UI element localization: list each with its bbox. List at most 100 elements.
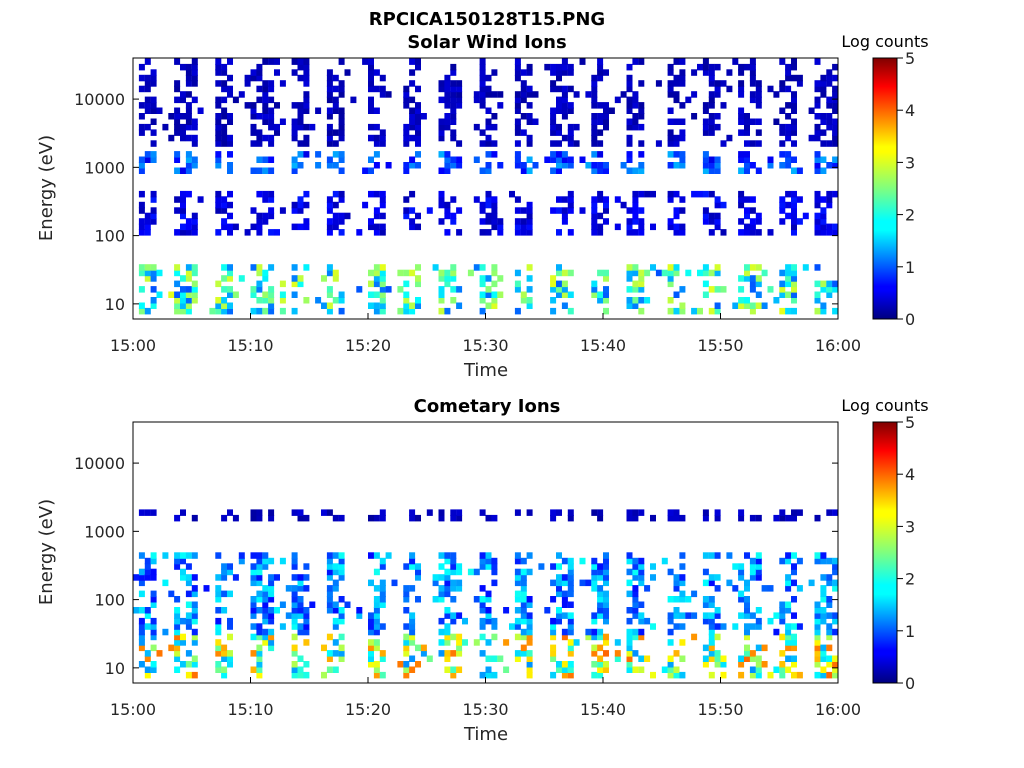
spectrogram-cell [626,80,633,87]
spectrogram-cell [191,156,198,163]
spectrogram-cell [185,80,192,87]
spectrogram-cell [526,218,533,225]
spectrogram-cell [456,162,463,169]
spectrogram-cell [385,552,392,559]
spectrogram-cell [297,140,304,147]
spectrogram-cell [814,557,821,565]
spectrogram-cell [556,63,562,71]
spectrogram-cell [755,291,762,298]
spectrogram-cell [832,134,839,142]
spectrogram-cell [814,661,821,668]
spectrogram-cell [673,596,680,603]
spectrogram-cell [820,557,827,565]
spectrogram-cell [332,212,339,220]
spectrogram-cell [279,297,286,304]
spectrogram-cell [191,80,198,87]
spectrogram-cell [597,601,604,608]
spectrogram-cell [667,118,674,125]
spectrogram-cell [744,623,750,630]
spectrogram-cell [180,223,186,231]
spectrogram-cell [138,307,145,315]
spectrogram-cell [720,229,727,236]
spectrogram-cell [332,107,339,114]
spectrogram-cell [180,639,186,646]
spectrogram-cell [591,113,598,120]
spectrogram-cell [714,212,721,220]
spectrogram-cell [268,123,275,131]
spectrogram-cell [714,655,721,662]
spectrogram-cell [250,552,257,559]
spectrogram-cell [826,612,833,619]
spectrogram-cell [250,607,257,614]
spectrogram-cell [708,123,715,131]
spectrogram-cell [702,167,709,174]
spectrogram-cell [326,291,333,298]
spectrogram-cell [274,607,280,614]
spectrogram-cell [779,514,786,522]
spectrogram-cell [597,297,604,304]
spectrogram-cell [526,568,533,576]
spectrogram-cell [221,80,228,87]
spectrogram-cell [315,107,322,114]
spectrogram-cell [174,639,181,646]
spectrogram-cell [303,661,310,668]
spectrogram-cell [180,196,186,203]
spectrogram-cell [526,617,533,625]
spectrogram-cell [673,514,680,522]
spectrogram-cell [373,269,380,277]
spectrogram-cell [697,269,703,277]
spectrogram-cell [379,275,386,282]
spectrogram-cell [826,579,833,587]
spectrogram-cell [632,509,639,516]
spectrogram-cell [785,201,792,209]
colorbar-tick-label: 5 [905,49,915,68]
spectrogram-cell [473,196,480,203]
spectrogram-cell [650,623,656,630]
spectrogram-cell [832,286,839,293]
spectrogram-cell [268,207,275,214]
spectrogram-cell [379,590,386,598]
spectrogram-cell [685,596,692,603]
spectrogram-cell [338,291,345,298]
spectrogram-cell [403,269,410,277]
spectrogram-cell [150,552,157,559]
spectrogram-cell [650,514,656,522]
spectrogram-cell [685,96,692,104]
y-tick-label: 1000 [84,522,125,541]
spectrogram-cell [697,307,703,315]
spectrogram-cell [826,102,833,109]
spectrogram-cell [403,167,410,174]
spectrogram-cell [368,650,374,657]
spectrogram-cell [291,167,298,174]
spectrogram-cell [732,302,739,309]
spectrogram-cell [409,509,416,516]
spectrogram-cell [262,102,269,109]
spectrogram-cell [268,612,275,619]
spectrogram-cell [191,607,198,614]
spectrogram-cell [185,574,192,581]
spectrogram-cell [450,264,457,271]
spectrogram-cell [749,275,756,282]
spectrogram-cell [456,612,463,619]
spectrogram-cell [514,280,521,288]
spectrogram-cell [785,633,792,641]
spectrogram-cell [338,612,345,619]
spectrogram-cell [749,69,756,76]
spectrogram-cell [379,297,386,304]
spectrogram-cell [174,644,181,652]
spectrogram-cell [708,80,715,87]
spectrogram-cell [144,151,151,158]
spectrogram-cell [174,297,181,304]
spectrogram-cell [832,509,839,516]
spectrogram-cell [438,269,445,277]
spectrogram-cell [550,63,557,71]
spectrogram-cell [526,275,533,282]
spectrogram-cell [714,612,721,619]
spectrogram-cell [702,58,709,65]
spectrogram-cell [473,596,480,603]
spectrogram-cell [379,140,386,147]
spectrogram-cell [626,140,633,147]
colorbar-tick-label: 0 [905,310,915,329]
spectrogram-cell [603,297,609,304]
